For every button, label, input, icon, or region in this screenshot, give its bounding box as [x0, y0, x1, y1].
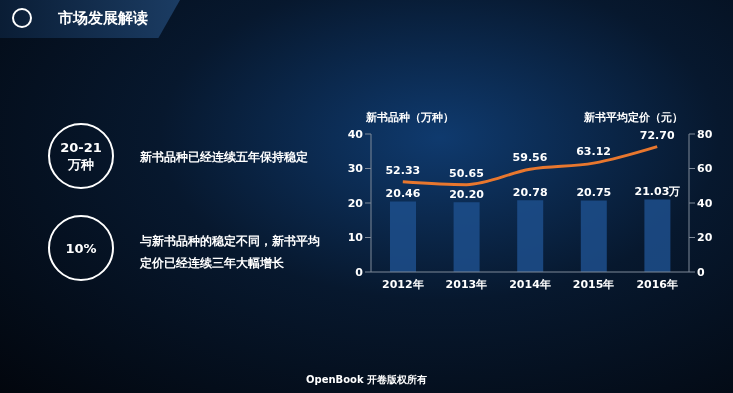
svg-text:0: 0 [697, 266, 705, 279]
html-text:与新书品种的稳定不同，新书平均定价已经连续三年大幅增长: 与新书品种的稳定不同，新书平均定价已经连续三年大幅增长 [140, 234, 320, 270]
svg-text:40: 40 [697, 197, 713, 210]
svg-text:0: 0 [355, 266, 363, 279]
html-text:市场发展解读: 市场发展解读 [58, 9, 148, 27]
svg-text:2012年: 2012年 [382, 278, 424, 291]
svg-text:63.12: 63.12 [576, 145, 611, 158]
svg-text:60: 60 [697, 162, 713, 175]
svg-text:52.33: 52.33 [385, 164, 420, 177]
svg-text:20.46: 20.46 [386, 187, 421, 200]
svg-text:72.70: 72.70 [640, 129, 675, 142]
svg-text:50.65: 50.65 [449, 167, 484, 180]
svg-text:10: 10 [348, 231, 364, 244]
svg-text:20: 20 [348, 197, 364, 210]
html-text:新书平均定价（元）: 新书平均定价（元） [584, 111, 683, 124]
svg-text:80: 80 [697, 128, 713, 141]
svg-text:59.56: 59.56 [513, 151, 548, 164]
svg-text:2014年: 2014年 [509, 278, 551, 291]
svg-text:2013年: 2013年 [446, 278, 488, 291]
svg-text:20.20: 20.20 [449, 188, 484, 201]
html-text:新书品种已经连续五年保持稳定: 新书品种已经连续五年保持稳定 [140, 150, 308, 164]
svg-text:2016年: 2016年 [636, 278, 678, 291]
svg-text:21.03万: 21.03万 [635, 185, 681, 198]
html-text:10%: 10% [65, 240, 97, 256]
svg-text:2015年: 2015年 [573, 278, 615, 291]
svg-text:20.75: 20.75 [576, 186, 611, 199]
html-text:OpenBook 开卷版权所有: OpenBook 开卷版权所有 [306, 374, 427, 385]
svg-text:20: 20 [697, 231, 713, 244]
svg-text:40: 40 [348, 128, 364, 141]
svg-text:20.78: 20.78 [513, 186, 548, 199]
html-text:20-21 万种: 20-21 万种 [60, 140, 102, 172]
svg-text:30: 30 [348, 162, 364, 175]
html-text:新书品种（万种）: 新书品种（万种） [366, 111, 454, 124]
